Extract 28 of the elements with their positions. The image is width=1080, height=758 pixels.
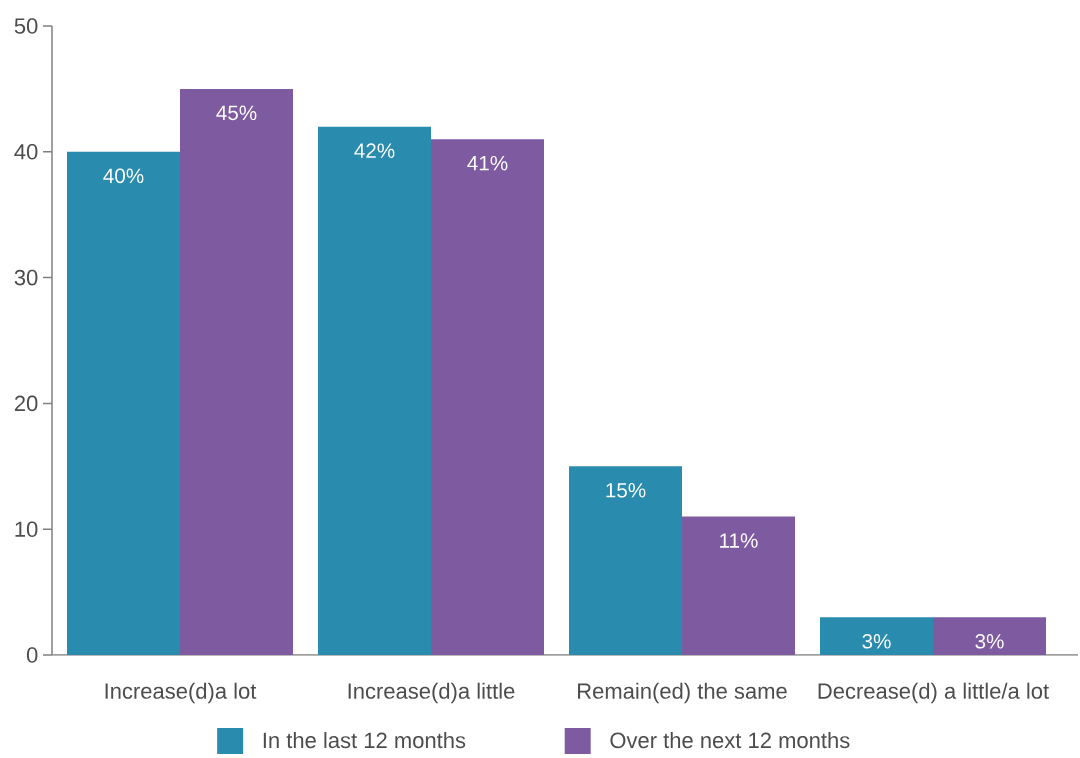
data-label: 3% <box>975 633 1004 649</box>
data-label: 3% <box>862 633 891 649</box>
data-label: 41% <box>467 155 508 171</box>
data-label: 11% <box>720 533 758 548</box>
y-tick-label: 50 <box>14 18 38 34</box>
x-tick-label: Decrease(d) a little/a lot <box>818 682 1049 704</box>
x-tick-label: Increase(d)a little <box>348 682 515 704</box>
bar <box>569 466 683 655</box>
bar <box>431 139 545 655</box>
bar <box>318 126 431 655</box>
x-tick-label: Increase(d)a lot <box>105 682 257 704</box>
y-tick-label: 10 <box>15 521 38 537</box>
data-label: 42% <box>354 143 395 158</box>
data-label: 45% <box>216 105 257 121</box>
data-label: 15% <box>606 483 646 498</box>
data-label: 40% <box>103 168 144 184</box>
legend-label: In the last 12 months <box>263 732 466 749</box>
bar <box>67 151 181 655</box>
y-tick-label: 20 <box>14 395 38 412</box>
legend-label: Over the next 12 months <box>610 732 850 749</box>
y-tick-label: 30 <box>14 269 38 286</box>
y-tick-label: 40 <box>14 144 38 160</box>
y-tick-label: 0 <box>26 647 38 663</box>
bar <box>180 88 294 655</box>
bar <box>820 617 934 655</box>
x-tick-label: Remain(ed) the same <box>578 682 787 704</box>
bar <box>682 516 796 655</box>
bar <box>933 617 1047 655</box>
